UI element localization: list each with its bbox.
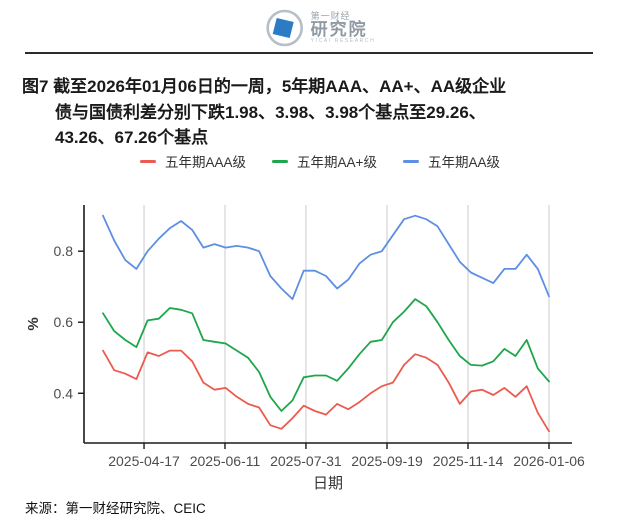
x-tick-label: 2025-04-17: [108, 453, 180, 469]
line-series-1: [102, 298, 550, 412]
line-series-0: [102, 349, 550, 433]
y-axis-title: %: [25, 317, 42, 330]
spread-line-chart: 0.4 0.6 0.8 2025-04-17 2025-06-11 2025-07-31 2…: [25, 205, 585, 492]
legend-item-0: 五年期AAA级: [140, 151, 246, 171]
figure-title-line1: 图7 截至2026年01月06日的一周，5年期AAA、AA+、AA级企业: [22, 77, 507, 96]
chart-legend: 五年期AAA级 五年期AA+级 五年期AA级: [0, 151, 640, 171]
legend-item-1: 五年期AA+级: [272, 151, 377, 171]
x-axis-title: 日期: [313, 475, 343, 492]
legend-label: 五年期AAA级: [165, 155, 247, 170]
yicai-logo-icon: [266, 9, 303, 47]
line-series-2: [102, 214, 550, 300]
figure-title-line2: 债与国债利差分别下跌1.98、3.98、3.98个基点至29.26、: [55, 102, 486, 122]
legend-item-2: 五年期AA级: [402, 151, 500, 171]
legend-marker-icon: [402, 159, 419, 163]
x-tick-label: 2025-09-19: [351, 453, 423, 469]
legend-label: 五年期AA级: [427, 155, 500, 170]
logo-brand-small: 第一财经: [310, 10, 351, 21]
legend-marker-icon: [272, 159, 289, 163]
legend-label: 五年期AA+级: [297, 155, 377, 170]
x-tick-label: 2025-07-31: [270, 453, 342, 469]
logo-wordmark: 第一财经 研究院 YICAI RESEARCH: [310, 10, 376, 45]
x-tick-label: 2025-06-11: [190, 453, 261, 469]
y-tick-label: 0.8: [54, 243, 74, 259]
source-note: 来源：第一财经研究院、CEIC: [25, 501, 206, 516]
x-tick-label: 2025-11-14: [433, 453, 504, 469]
x-tick-label: 2026-01-06: [513, 453, 585, 469]
legend-marker-icon: [140, 159, 157, 163]
figure-title: 图7 截至2026年01月06日的一周，5年期AAA、AA+、AA级企业 债与国…: [22, 74, 622, 151]
figure-title-line3: 43.26、67.26个基点: [55, 128, 209, 147]
logo-brand-large: 研究院: [310, 20, 368, 40]
logo-brand-en: YICAI RESEARCH: [310, 38, 376, 45]
header-divider: [25, 52, 593, 54]
y-tick-label: 0.6: [54, 314, 74, 330]
yicai-research-logo: 第一财经 研究院 YICAI RESEARCH: [265, 6, 376, 50]
y-tick-label: 0.4: [54, 385, 74, 401]
